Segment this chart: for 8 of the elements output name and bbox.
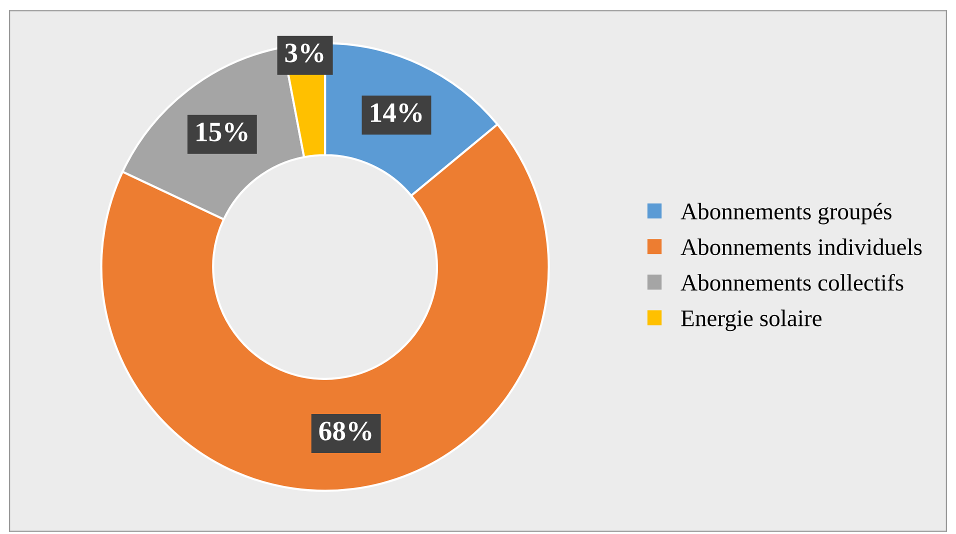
data-label: 15% <box>196 122 248 142</box>
legend-label: Abonnements collectifs <box>680 274 904 291</box>
data-label: 3% <box>285 44 324 62</box>
data-label: 68% <box>319 422 372 441</box>
legend-label: Abonnements individuels <box>680 238 922 256</box>
legend-label: Energie solaire <box>681 310 822 332</box>
data-label: 14% <box>370 103 422 122</box>
legend-label: Abonnements groupés <box>680 202 892 224</box>
